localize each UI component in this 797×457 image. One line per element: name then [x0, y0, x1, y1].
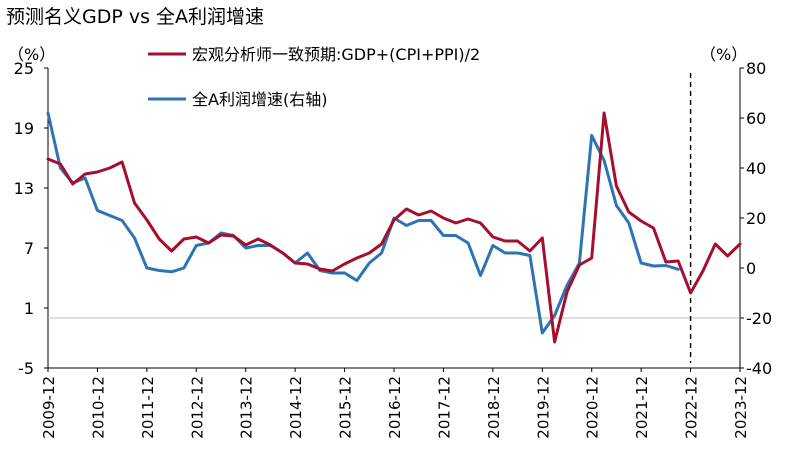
x-tick-label: 2015-12 — [337, 376, 355, 439]
x-tick-label: 2011-12 — [139, 376, 157, 439]
right-axis-unit: （%） — [700, 45, 747, 64]
x-tick-label: 2012-12 — [188, 376, 206, 439]
left-axis-unit: （%） — [8, 45, 55, 64]
series-line-nominal-gdp-forecast — [46, 111, 742, 344]
left-tick-label: 1 — [24, 299, 34, 318]
left-tick-label: 19 — [14, 119, 34, 138]
x-tick-label: 2013-12 — [238, 376, 256, 439]
x-tick-label: 2016-12 — [386, 376, 404, 439]
x-tick-label: 2021-12 — [633, 376, 651, 439]
left-tick-label: -5 — [18, 359, 34, 378]
right-tick-label: 40 — [746, 159, 766, 178]
axis-labels: 25 19 13 7 1 -5 80 60 40 20 0 -20 -40 （%） （%） 2009-12 20… — [8, 45, 772, 439]
x-tick-label: 2022-12 — [683, 376, 701, 439]
x-tick-label: 2020-12 — [584, 376, 602, 439]
axes — [44, 67, 744, 372]
series-lines — [46, 111, 742, 344]
left-tick-label: 13 — [14, 179, 34, 198]
x-tick-label: 2017-12 — [435, 376, 453, 439]
x-tick-label: 2009-12 — [40, 376, 58, 439]
legend: 宏观分析师一致预期:GDP+(CPI+PPI)/2 全A利润增速(右轴) — [148, 45, 480, 109]
left-tick-label: 25 — [14, 59, 34, 78]
left-tick-label: 7 — [24, 239, 34, 258]
x-tick-label: 2010-12 — [89, 376, 107, 439]
right-tick-label: -20 — [746, 309, 772, 328]
right-tick-label: 60 — [746, 109, 766, 128]
legend-label: 宏观分析师一致预期:GDP+(CPI+PPI)/2 — [192, 45, 480, 64]
legend-label: 全A利润增速(右轴) — [192, 90, 327, 109]
x-tick-label: 2018-12 — [485, 376, 503, 439]
x-tick-label: 2014-12 — [287, 376, 305, 439]
right-tick-label: -40 — [746, 359, 772, 378]
series-line-profit-growth — [46, 111, 680, 335]
right-tick-label: 80 — [746, 59, 766, 78]
right-tick-label: 20 — [746, 209, 766, 228]
right-tick-label: 0 — [746, 259, 756, 278]
chart-title: 预测名义GDP vs 全A利润增速 — [6, 6, 265, 28]
x-tick-label: 2023-12 — [732, 376, 750, 439]
x-tick-label: 2019-12 — [534, 376, 552, 439]
